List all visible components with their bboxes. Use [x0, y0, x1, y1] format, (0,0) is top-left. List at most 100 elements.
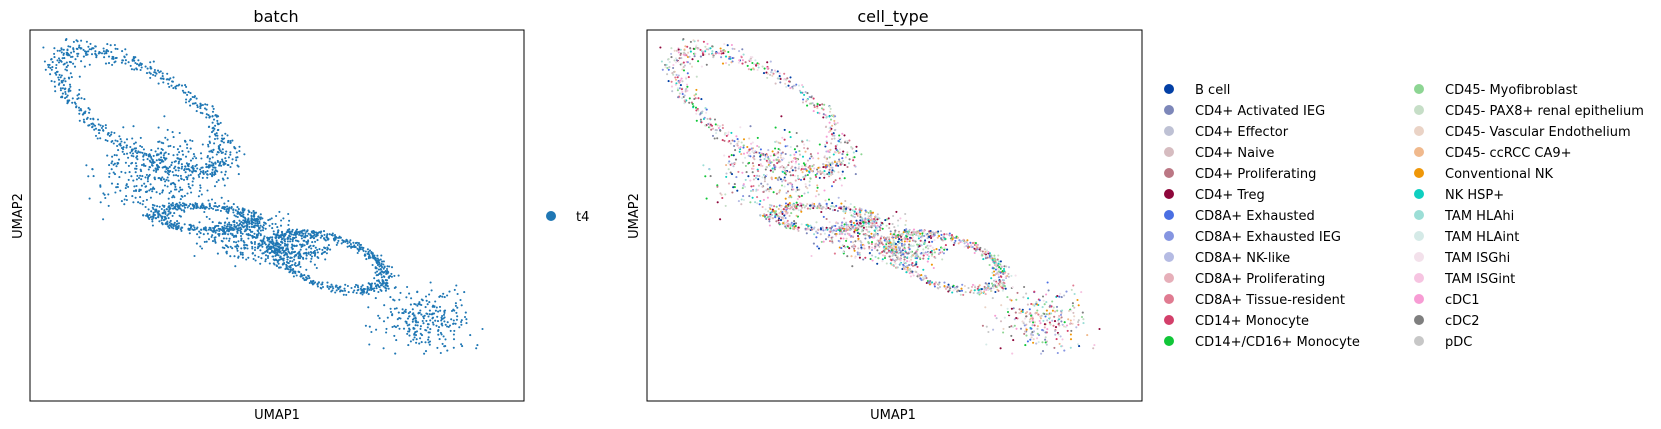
scatter-point: [118, 135, 121, 138]
scatter-point: [208, 205, 211, 208]
scatter-point: [386, 316, 389, 319]
scatter-point: [51, 66, 54, 69]
scatter-point: [719, 47, 722, 50]
scatter-point: [140, 66, 143, 69]
scatter-point: [159, 214, 162, 217]
scatter-point: [244, 228, 247, 231]
scatter-point: [419, 325, 422, 328]
scatter-point: [683, 48, 686, 51]
scatter-point: [790, 221, 793, 224]
scatter-point: [823, 176, 826, 179]
scatter-point: [181, 153, 185, 156]
scatter-point: [261, 217, 264, 220]
scatter-point: [166, 128, 169, 131]
scatter-point: [213, 137, 217, 141]
scatter-point: [443, 296, 446, 299]
scatter-point: [768, 159, 771, 162]
scatter-point: [294, 232, 297, 235]
scatter-point: [393, 334, 396, 337]
scatter-point: [232, 240, 236, 243]
scatter-point: [831, 209, 835, 212]
scatter-point: [268, 218, 272, 221]
scatter-point: [919, 277, 922, 280]
scatter-point: [716, 185, 719, 188]
scatter-point: [180, 177, 183, 180]
scatter-point: [791, 203, 794, 206]
scatter-point: [728, 63, 731, 66]
scatter-point: [214, 231, 217, 234]
scatter-point: [885, 262, 888, 265]
scatter-point: [247, 234, 250, 237]
scatter-point: [943, 285, 946, 288]
scatter-point: [695, 44, 698, 47]
scatter-point: [862, 226, 865, 229]
scatter-point: [741, 161, 744, 164]
scatter-point: [829, 207, 832, 210]
scatter-point: [226, 163, 229, 167]
scatter-point: [876, 213, 879, 216]
scatter-point: [807, 225, 810, 228]
scatter-point: [221, 207, 224, 210]
scatter-point: [841, 231, 844, 234]
scatter-point: [247, 217, 250, 220]
scatter-point: [356, 243, 359, 247]
scatter-point: [207, 228, 210, 231]
scatter-point: [366, 287, 369, 291]
scatter-point: [816, 105, 819, 108]
scatter-point: [94, 134, 98, 137]
scatter-point: [724, 62, 728, 65]
scatter-point: [854, 165, 857, 168]
scatter-point: [390, 275, 393, 278]
scatter-point: [232, 220, 235, 223]
scatter-point: [443, 311, 446, 314]
scatter-point: [711, 134, 715, 137]
scatter-point: [780, 115, 783, 118]
scatter-point: [187, 174, 190, 177]
scatter-point: [416, 304, 419, 307]
scatter-point: [273, 246, 276, 250]
scatter-point: [239, 211, 242, 214]
scatter-point: [849, 211, 852, 214]
scatter-point: [140, 63, 143, 67]
scatter-point: [772, 170, 775, 173]
scatter-point: [970, 285, 974, 288]
scatter-point: [688, 97, 691, 100]
scatter-point: [171, 214, 174, 217]
scatter-point: [838, 148, 841, 151]
scatter-point: [800, 223, 803, 226]
scatter-point: [199, 152, 203, 155]
scatter-point: [71, 97, 74, 100]
scatter-point: [889, 230, 892, 233]
scatter-point: [1003, 270, 1006, 273]
scatter-point: [1003, 265, 1006, 268]
scatter-point: [786, 190, 790, 193]
panel-batch-title: batch: [253, 7, 298, 26]
scatter-point: [83, 50, 87, 53]
scatter-point: [291, 238, 294, 241]
scatter-point: [867, 215, 870, 218]
scatter-point: [234, 265, 237, 268]
scatter-point: [134, 189, 138, 193]
scatter-point: [848, 158, 851, 161]
scatter-point: [683, 102, 686, 105]
scatter-point: [838, 158, 841, 161]
scatter-point: [116, 183, 119, 186]
scatter-point: [53, 56, 56, 59]
scatter-point: [767, 157, 770, 160]
scatter-point: [308, 276, 311, 280]
scatter-point: [72, 47, 75, 50]
scatter-point: [995, 265, 998, 268]
scatter-point: [824, 238, 828, 241]
scatter-point: [742, 146, 745, 149]
scatter-point: [154, 217, 157, 220]
scatter-point: [149, 196, 152, 199]
scatter-point: [226, 205, 229, 208]
scatter-point: [250, 215, 253, 218]
scatter-point: [443, 309, 447, 312]
scatter-point: [252, 219, 255, 222]
scatter-point: [1004, 276, 1007, 279]
scatter-point: [177, 179, 180, 182]
scatter-point: [290, 233, 293, 236]
scatter-point: [152, 186, 155, 189]
